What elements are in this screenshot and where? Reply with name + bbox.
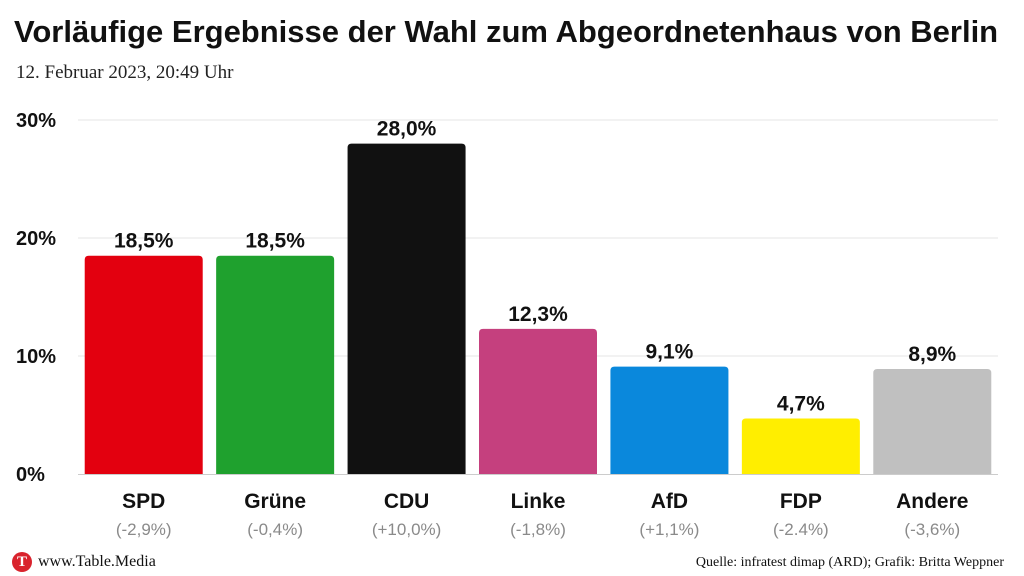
change-label: (+1,1%) xyxy=(639,520,699,539)
footer-branding: T www.Table.Media xyxy=(12,552,156,572)
bars xyxy=(84,143,992,474)
chart-title: Vorläufige Ergebnisse der Wahl zum Abgeo… xyxy=(14,14,999,49)
gridlines: 0% 10% 20% 30% xyxy=(16,110,998,486)
y-tick-label: 20% xyxy=(16,228,56,250)
data-label: 28,0% xyxy=(377,118,437,141)
labels: 18,5% SPD (-2,9%) 18,5% Grüne (-0,4%) 28,0% CDU… xyxy=(114,118,969,539)
change-label: (-3,6%) xyxy=(904,520,960,539)
chart-subtitle: 12. Februar 2023, 20:49 Uhr xyxy=(16,62,234,83)
bar xyxy=(84,255,203,474)
data-label: 9,1% xyxy=(645,341,693,364)
category-label: AfD xyxy=(651,490,688,513)
category-label: Grüne xyxy=(244,490,306,513)
bar xyxy=(216,255,335,474)
change-label: (-0,4%) xyxy=(247,520,303,539)
source-credit: Quelle: infratest dimap (ARD); Grafik: B… xyxy=(695,555,1004,570)
change-label: (+10,0%) xyxy=(372,520,441,539)
change-label: (-2.4%) xyxy=(773,520,829,539)
category-label: Linke xyxy=(511,490,566,513)
data-label: 8,9% xyxy=(908,343,956,366)
data-label: 12,3% xyxy=(508,303,568,326)
change-label: (-2,9%) xyxy=(116,520,172,539)
category-label: Andere xyxy=(896,490,968,513)
data-label: 4,7% xyxy=(777,393,825,416)
data-label: 18,5% xyxy=(245,230,305,253)
bar xyxy=(610,366,729,474)
y-tick-label: 30% xyxy=(16,110,56,132)
category-label: SPD xyxy=(122,490,165,513)
bar xyxy=(479,328,597,474)
y-tick-label: 0% xyxy=(16,464,45,486)
change-label: (-1,8%) xyxy=(510,520,566,539)
bar xyxy=(347,143,466,474)
site-url: www.Table.Media xyxy=(38,553,156,570)
table-media-logo-icon: T xyxy=(12,552,32,572)
data-label: 18,5% xyxy=(114,230,174,253)
bar xyxy=(873,368,992,474)
y-tick-label: 10% xyxy=(16,346,56,368)
bar xyxy=(741,418,860,474)
category-label: FDP xyxy=(780,490,822,513)
category-label: CDU xyxy=(384,490,430,513)
